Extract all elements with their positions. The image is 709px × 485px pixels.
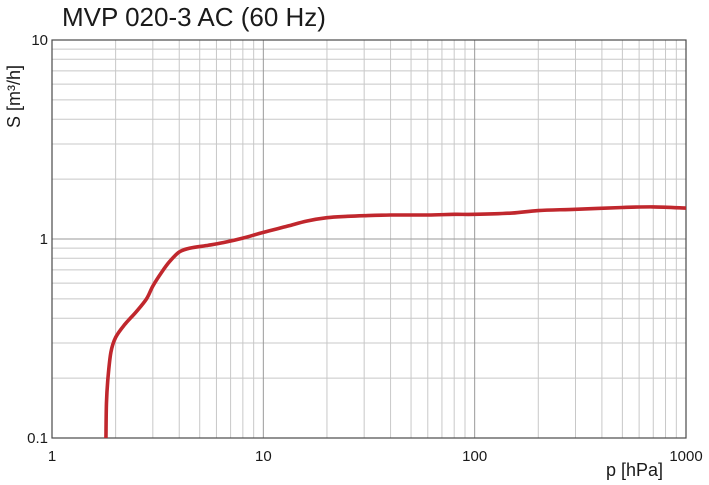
x-tick-label: 100 [462,448,487,465]
x-axis-label: p [hPa] [606,460,664,480]
plot-frame [51,39,687,439]
y-tick-label: 10 [31,32,48,49]
y-tick-labels: 0.1 1 10 [27,32,48,447]
series-layer [104,205,687,439]
x-tick-labels: 1 10 100 1000 [48,448,703,465]
x-tick-label: 1000 [669,448,702,465]
pumping-speed-curve [104,205,687,439]
x-tick-label: 10 [255,448,272,465]
x-tick-label: 1 [48,448,56,465]
chart-title: MVP 020-3 AC (60 Hz) [62,2,326,32]
y-tick-label: 0.1 [27,430,48,447]
y-tick-label: 1 [40,231,48,248]
